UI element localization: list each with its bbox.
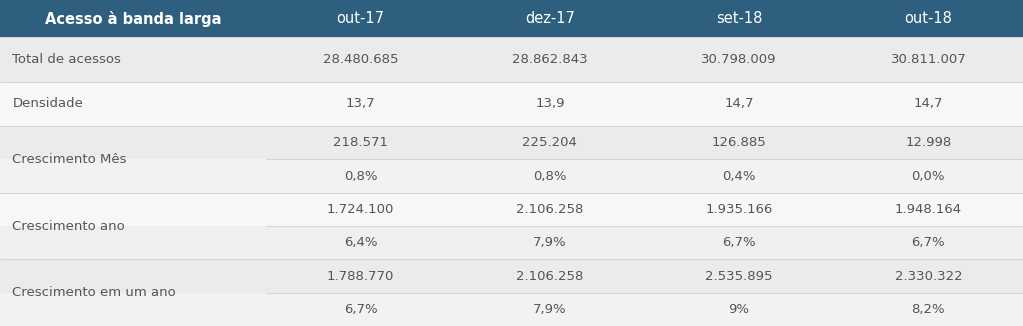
Text: Crescimento Mês: Crescimento Mês (12, 153, 127, 166)
Text: 14,7: 14,7 (914, 97, 943, 111)
Bar (0, 159, 1023, 193)
Text: 1.788.770: 1.788.770 (327, 270, 394, 283)
Text: 0,0%: 0,0% (911, 170, 945, 183)
Text: 28.480.685: 28.480.685 (323, 53, 398, 66)
Bar (0, 126, 1023, 159)
Text: 14,7: 14,7 (724, 97, 754, 111)
Text: 1.935.166: 1.935.166 (706, 203, 772, 216)
Text: 13,7: 13,7 (346, 97, 375, 111)
Bar (0, 193, 1023, 226)
Text: 28.862.843: 28.862.843 (513, 53, 587, 66)
Text: 1.948.164: 1.948.164 (895, 203, 962, 216)
Bar (0, 293, 1023, 326)
Text: 0,4%: 0,4% (722, 170, 756, 183)
Text: set-18: set-18 (716, 11, 762, 26)
Text: 218.571: 218.571 (333, 136, 388, 149)
Text: 6,4%: 6,4% (344, 236, 377, 249)
Bar (0, 37, 1023, 82)
Text: out-17: out-17 (337, 11, 385, 26)
Text: 7,9%: 7,9% (533, 236, 567, 249)
Text: 8,2%: 8,2% (911, 303, 945, 316)
Text: 9%: 9% (728, 303, 750, 316)
Text: dez-17: dez-17 (525, 11, 575, 26)
Text: 30.798.009: 30.798.009 (702, 53, 776, 66)
Text: 12.998: 12.998 (905, 136, 951, 149)
Text: Crescimento ano: Crescimento ano (12, 220, 125, 232)
Text: 2.106.258: 2.106.258 (517, 270, 583, 283)
Text: 2.535.895: 2.535.895 (706, 270, 772, 283)
Text: Crescimento em um ano: Crescimento em um ano (12, 286, 176, 299)
Text: Total de acessos: Total de acessos (12, 53, 121, 66)
Bar (0, 0, 1023, 37)
Text: 126.885: 126.885 (712, 136, 766, 149)
Text: Densidade: Densidade (12, 97, 83, 111)
Text: 6,7%: 6,7% (722, 236, 756, 249)
Bar (0, 82, 1023, 126)
Bar (0, 259, 1023, 293)
Text: 13,9: 13,9 (535, 97, 565, 111)
Text: 0,8%: 0,8% (344, 170, 377, 183)
Text: out-18: out-18 (904, 11, 952, 26)
Text: 0,8%: 0,8% (533, 170, 567, 183)
Text: 225.204: 225.204 (523, 136, 577, 149)
Text: 2.106.258: 2.106.258 (517, 203, 583, 216)
Bar (0, 226, 1023, 259)
Text: 2.330.322: 2.330.322 (894, 270, 963, 283)
Text: 30.811.007: 30.811.007 (890, 53, 967, 66)
Text: Acesso à banda larga: Acesso à banda larga (45, 11, 221, 27)
Text: 6,7%: 6,7% (344, 303, 377, 316)
Text: 1.724.100: 1.724.100 (327, 203, 394, 216)
Text: 7,9%: 7,9% (533, 303, 567, 316)
Text: 6,7%: 6,7% (911, 236, 945, 249)
